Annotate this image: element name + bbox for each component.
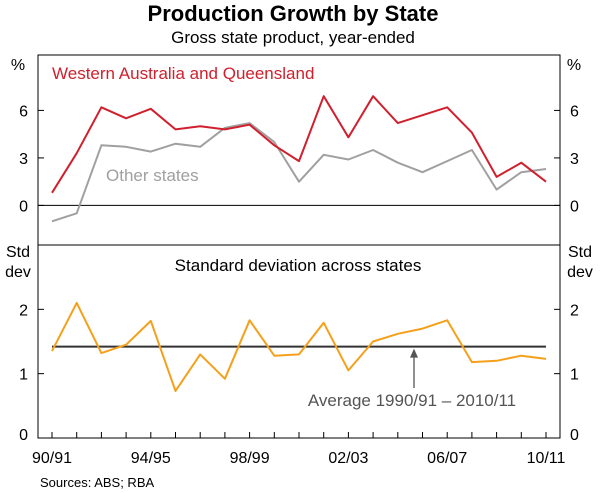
series-other-states-line <box>51 122 547 223</box>
series-lines <box>51 95 547 392</box>
bottom-right-unit: Std dev <box>567 244 593 281</box>
bottom-panel-y-ticks: 0 0 1 1 2 2 <box>19 302 579 444</box>
bottom-ytick-label-right: 0 <box>570 427 579 444</box>
chart-subtitle: Gross state product, year-ended <box>171 28 415 47</box>
x-tick-label: 94/95 <box>131 450 171 467</box>
top-ytick-label-left: 6 <box>19 103 28 120</box>
x-tick-label: 90/91 <box>32 450 72 467</box>
top-ytick-label-left: 0 <box>19 198 28 215</box>
top-ytick-label-right: 0 <box>570 198 579 215</box>
legend-other-states: Other states <box>106 166 199 185</box>
x-tick-label: 06/07 <box>427 450 467 467</box>
source-note: Sources: ABS; RBA <box>40 475 154 490</box>
bottom-ytick-label-right: 2 <box>570 302 579 319</box>
series-std-dev-line <box>51 301 547 392</box>
x-axis-ticks: 90/91 94/95 98/99 02/03 06/07 10/11 <box>32 432 566 467</box>
top-right-unit: % <box>567 57 581 74</box>
bottom-panel-title: Standard deviation across states <box>175 256 422 275</box>
reference-line-group: Average 1990/91 – 2010/11 <box>52 345 546 410</box>
top-left-unit: % <box>11 57 25 74</box>
bottom-ytick-label-left: 2 <box>19 302 28 319</box>
top-ytick-label-right: 6 <box>570 103 579 120</box>
top-panel-y-ticks: 0 0 3 3 6 6 <box>19 103 579 215</box>
chart-title: Production Growth by State <box>148 1 439 26</box>
series-wa-qld-line <box>51 95 547 194</box>
top-ytick-label-left: 3 <box>19 151 28 168</box>
x-tick-label: 02/03 <box>328 450 368 467</box>
top-ytick-label-right: 3 <box>570 151 579 168</box>
legend-wa-qld: Western Australia and Queensland <box>52 64 314 83</box>
x-tick-label: 10/11 <box>527 450 566 467</box>
bottom-ytick-label-left: 1 <box>19 367 28 384</box>
annotation-arrow-head <box>410 348 418 358</box>
bottom-ytick-label-left: 0 <box>19 427 28 444</box>
bottom-ytick-label-right: 1 <box>570 367 579 384</box>
x-tick-label: 98/99 <box>230 450 270 467</box>
bottom-left-unit: Std dev <box>5 244 31 281</box>
average-annotation-label: Average 1990/91 – 2010/11 <box>308 391 516 410</box>
